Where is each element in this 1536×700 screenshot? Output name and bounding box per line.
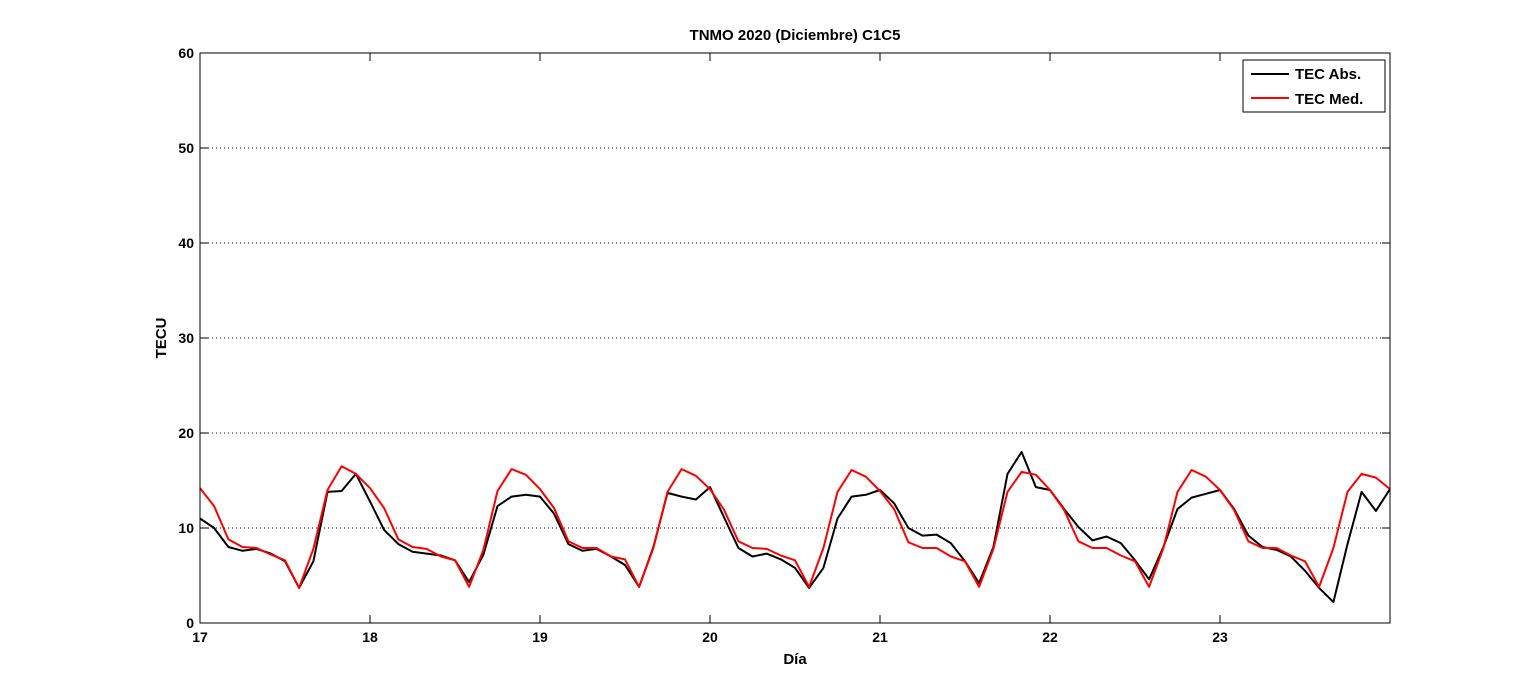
plot-area bbox=[200, 53, 1390, 623]
series-lines bbox=[199, 451, 1391, 604]
legend-label-abs: TEC Abs. bbox=[1295, 66, 1361, 83]
legend: TEC Abs. TEC Med. bbox=[1242, 59, 1386, 113]
y-tick-label: 40 bbox=[178, 235, 194, 251]
x-tick-label: 21 bbox=[872, 629, 888, 645]
x-axis-ticks: 17 18 19 20 21 22 23 bbox=[192, 53, 1228, 645]
x-tick-label: 20 bbox=[702, 629, 718, 645]
y-axis-ticks: 0 10 20 30 40 50 60 bbox=[178, 45, 1390, 631]
y-tick-label: 10 bbox=[178, 520, 194, 536]
series-line-tec-abs bbox=[199, 451, 1391, 604]
x-tick-label: 19 bbox=[532, 629, 548, 645]
x-tick-label: 23 bbox=[1212, 629, 1228, 645]
x-axis-title: Día bbox=[783, 651, 807, 668]
legend-label-med: TEC Med. bbox=[1295, 91, 1363, 108]
y-tick-label: 50 bbox=[178, 140, 194, 156]
y-tick-label: 20 bbox=[178, 425, 194, 441]
y-tick-label: 0 bbox=[186, 615, 194, 631]
x-tick-label: 17 bbox=[192, 629, 208, 645]
y-tick-label: 60 bbox=[178, 45, 194, 61]
x-tick-label: 22 bbox=[1042, 629, 1058, 645]
chart-title: TNMO 2020 (Diciembre) C1C5 bbox=[690, 27, 901, 44]
y-tick-label: 30 bbox=[178, 330, 194, 346]
y-axis-title: TECU bbox=[153, 318, 170, 359]
x-tick-label: 18 bbox=[362, 629, 378, 645]
legend-box bbox=[1242, 59, 1386, 113]
series-line-tec-med bbox=[199, 465, 1391, 589]
